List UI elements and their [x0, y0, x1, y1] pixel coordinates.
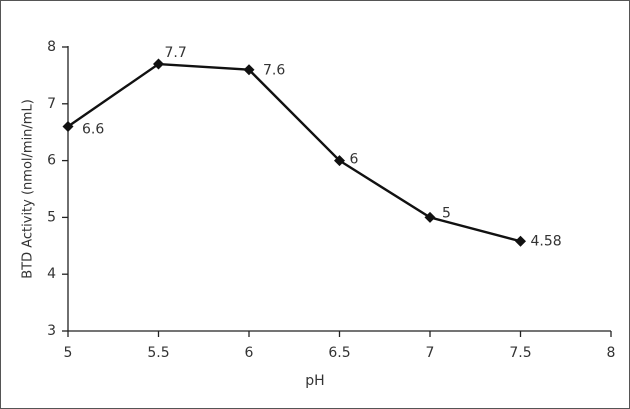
- data-line: [67, 62, 521, 243]
- data-marker: [424, 211, 436, 223]
- x-tick-label: 6: [245, 345, 254, 361]
- x-tick-label: 6.5: [328, 345, 350, 361]
- x-axis-title: pH: [305, 373, 324, 389]
- y-tick-label: 8: [47, 39, 56, 55]
- data-marker: [515, 235, 526, 247]
- y-tick-label: 3: [47, 323, 56, 339]
- x-tick-label: 7.5: [509, 345, 531, 361]
- y-tick-label: 4: [47, 266, 56, 282]
- data-marker: [243, 64, 255, 76]
- data-label: 7.6: [263, 63, 285, 79]
- y-tick-label: 5: [47, 209, 56, 225]
- x-tick-label: 5.5: [147, 345, 169, 361]
- y-axis-title: BTD Activity (nmol/min/mL): [21, 99, 36, 279]
- data-marker: [153, 58, 164, 70]
- data-label: 7.7: [165, 45, 187, 61]
- data-label: 6: [350, 152, 359, 168]
- data-marker: [334, 155, 345, 167]
- x-tick-label: 8: [607, 345, 616, 361]
- data-label: 5: [442, 205, 451, 221]
- y-tick-label: 6: [47, 153, 56, 169]
- data-marker: [62, 121, 74, 133]
- data-label: 4.58: [531, 233, 562, 249]
- data-label: 6.6: [82, 122, 104, 138]
- y-tick-label: 7: [47, 96, 56, 112]
- x-tick-label: 7: [426, 345, 435, 361]
- x-tick-label: 5: [64, 345, 73, 361]
